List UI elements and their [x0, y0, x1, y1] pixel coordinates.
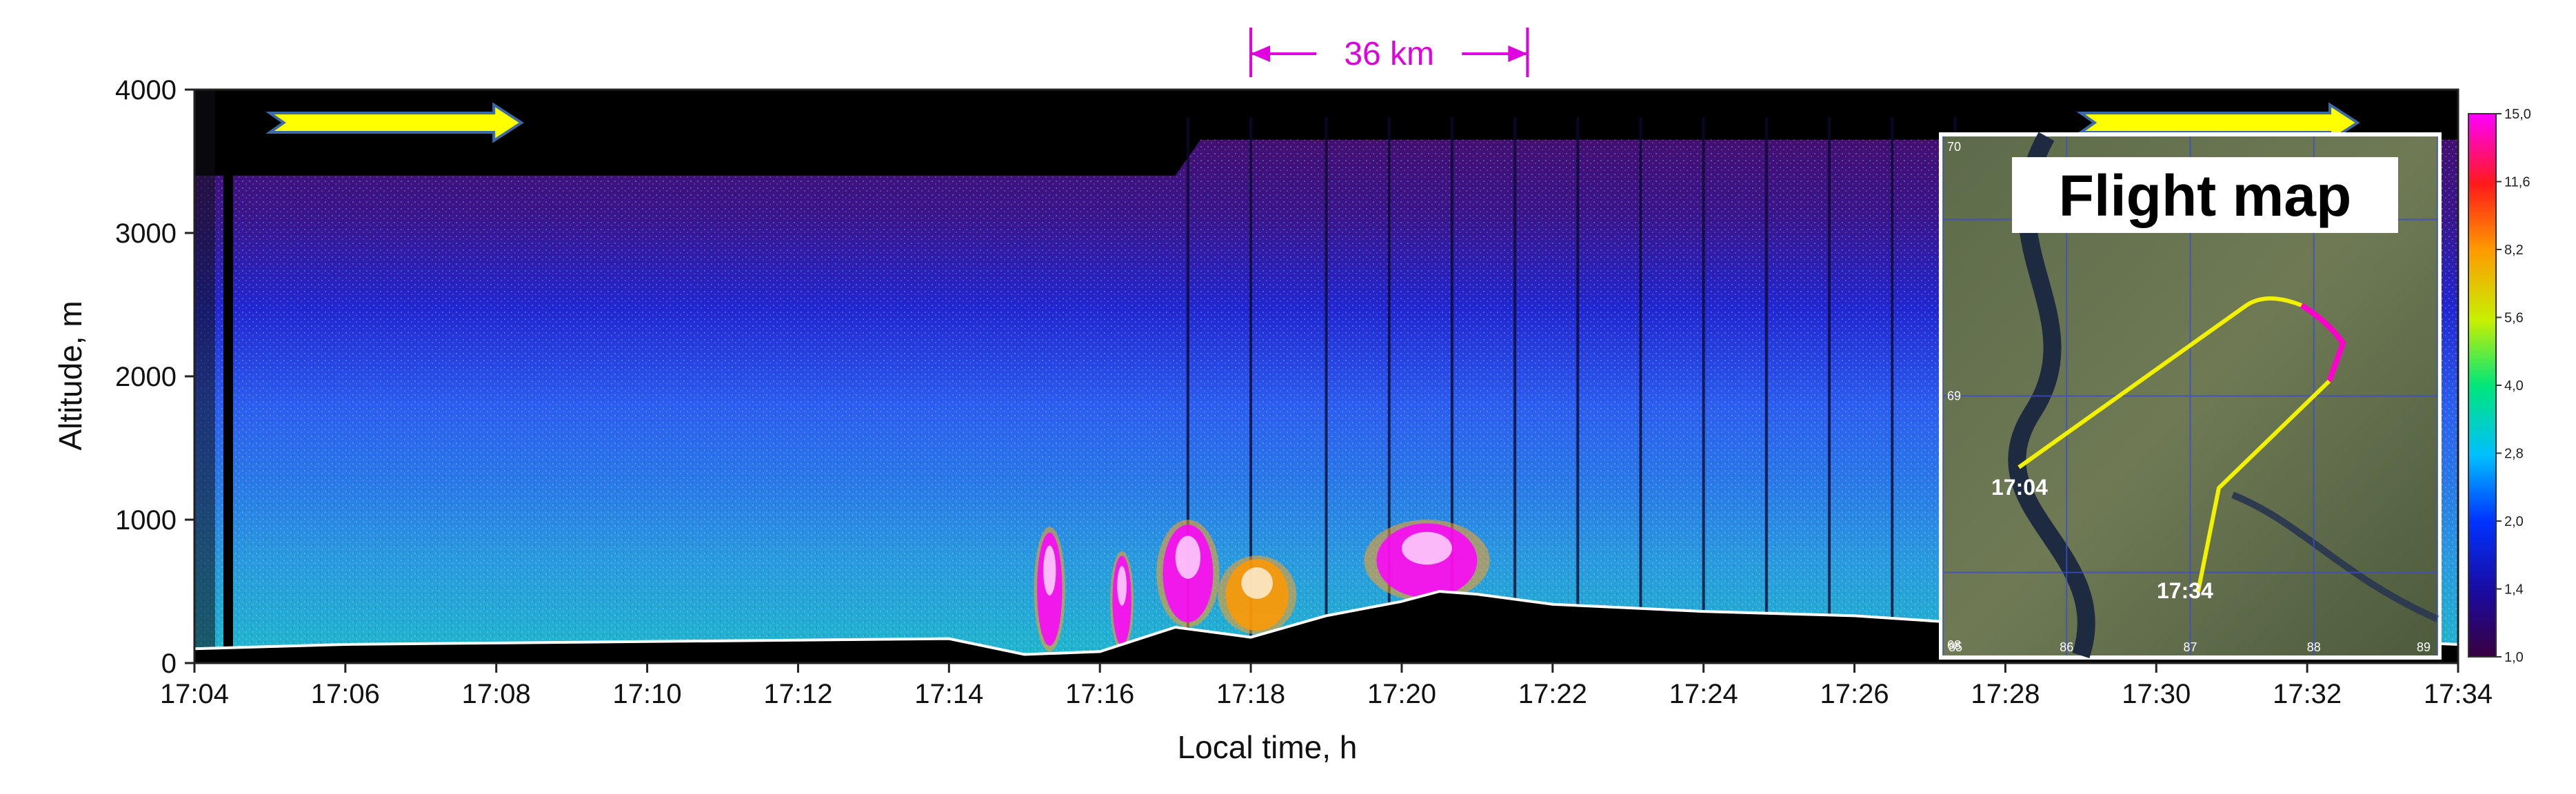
- map-lon-tick: 85: [1949, 640, 1962, 654]
- y-axis-label: Altitude, m: [52, 301, 88, 450]
- colorbar-tick-label: 5,6: [2504, 311, 2524, 326]
- x-tick-label: 17:10: [613, 679, 682, 709]
- annotations: 36 km: [265, 28, 2360, 143]
- smoke-plume-core: [1043, 545, 1056, 596]
- map-lon-tick: 86: [2060, 640, 2073, 654]
- x-tick-label: 17:34: [2424, 679, 2493, 709]
- x-axis-label: Local time, h: [1178, 729, 1358, 765]
- colorbar-tick-label: 2,8: [2504, 447, 2524, 462]
- map-lon-tick: 88: [2307, 640, 2321, 654]
- colorbar-tick-label: 1,0: [2504, 650, 2524, 665]
- route-end-label: 17:34: [2157, 578, 2213, 603]
- map-lon-tick: 87: [2184, 640, 2197, 654]
- map-title: Flight map: [2059, 163, 2352, 228]
- colorbar-tick-label: 8,2: [2504, 243, 2524, 258]
- distance-marker-label: 36 km: [1344, 36, 1434, 72]
- x-tick-label: 17:24: [1669, 679, 1738, 709]
- y-tick-label: 0: [161, 649, 177, 679]
- colorbar: 1,0 1,4 2,0 2,8 4,0 5,6 8,2 11,6 15,0: [2468, 107, 2531, 665]
- flight-route-return: [2196, 379, 2331, 592]
- map-tributary: [2231, 491, 2439, 622]
- x-tick-label: 17:32: [2273, 679, 2342, 709]
- x-tick-label: 17:14: [914, 679, 983, 709]
- colorbar-gradient: [2468, 113, 2497, 658]
- colorbar-tick-label: 4,0: [2504, 378, 2524, 394]
- x-tick-label: 17:16: [1065, 679, 1134, 709]
- flight-route-highlight: [2300, 303, 2346, 383]
- route-start-label: 17:04: [1991, 475, 2048, 500]
- distance-marker-right-head: [1508, 45, 1528, 62]
- map-lon-tick: 89: [2417, 640, 2431, 654]
- y-tick-label: 3000: [115, 218, 177, 249]
- colorbar-tick-label: 1,4: [2504, 582, 2524, 598]
- map-lat-tick: 69: [1947, 389, 1961, 403]
- smoke-plume-core: [1117, 566, 1127, 606]
- flight-route-outbound: [2017, 296, 2303, 469]
- start-noise-column: [194, 90, 215, 663]
- start-gap-column: [223, 90, 233, 663]
- y-tick-label: 2000: [115, 362, 177, 392]
- y-tick-label: 1000: [115, 505, 177, 536]
- x-tick-label: 17:28: [1971, 679, 2040, 709]
- x-tick-label: 17:08: [462, 679, 531, 709]
- map-lat-tick: 70: [1947, 140, 1961, 154]
- map-title-box: [2012, 157, 2398, 233]
- y-tick-label: 4000: [115, 75, 177, 105]
- colorbar-tick-label: 15,0: [2504, 107, 2531, 122]
- flight-direction-arrow: [265, 102, 524, 143]
- x-tick-label: 17:20: [1367, 679, 1436, 709]
- x-tick-label: 17:12: [763, 679, 832, 709]
- distance-marker-left-head: [1251, 45, 1271, 62]
- x-tick-label: 17:04: [160, 679, 229, 709]
- axes: 17:04 17:06 17:08 17:10 17:12 17:14 17:16 17:18…: [115, 75, 2493, 709]
- smoke-plume-core: [1401, 531, 1452, 565]
- colorbar-tick-label: 2,0: [2504, 514, 2524, 529]
- smoke-plume-core: [1241, 567, 1273, 599]
- x-tick-label: 17:06: [311, 679, 380, 709]
- x-tick-label: 17:26: [1820, 679, 1889, 709]
- x-tick-label: 17:22: [1518, 679, 1587, 709]
- map-lat-tick: 68: [1947, 638, 1961, 652]
- ground-surface: [194, 591, 2458, 663]
- x-tick-label: 17:30: [2122, 679, 2191, 709]
- smoke-plume-core: [1175, 536, 1201, 579]
- x-tick-label: 17:18: [1216, 679, 1285, 709]
- colorbar-tick-label: 11,6: [2504, 175, 2530, 190]
